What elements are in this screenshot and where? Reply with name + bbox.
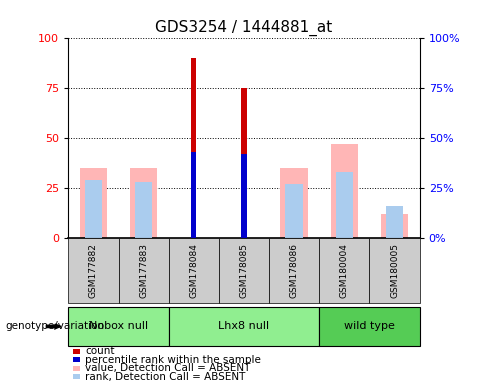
Text: GSM177883: GSM177883 bbox=[139, 243, 148, 298]
Bar bbox=[336, 172, 353, 238]
Text: GSM180004: GSM180004 bbox=[340, 243, 349, 298]
Bar bbox=[130, 168, 158, 238]
Text: value, Detection Call = ABSENT: value, Detection Call = ABSENT bbox=[85, 363, 250, 373]
Text: GSM178085: GSM178085 bbox=[240, 243, 248, 298]
Text: GSM180005: GSM180005 bbox=[390, 243, 399, 298]
Bar bbox=[191, 58, 196, 238]
Title: GDS3254 / 1444881_at: GDS3254 / 1444881_at bbox=[155, 20, 333, 36]
Text: GSM178086: GSM178086 bbox=[290, 243, 299, 298]
Bar bbox=[84, 180, 102, 238]
Bar bbox=[386, 206, 404, 238]
Bar bbox=[281, 168, 308, 238]
Text: Nobox null: Nobox null bbox=[89, 321, 148, 331]
Text: GSM178084: GSM178084 bbox=[189, 243, 198, 298]
Bar bbox=[191, 152, 196, 238]
Bar bbox=[285, 184, 303, 238]
Bar bbox=[135, 182, 152, 238]
Bar bbox=[242, 154, 246, 238]
Text: percentile rank within the sample: percentile rank within the sample bbox=[85, 355, 261, 365]
Bar bbox=[381, 214, 408, 238]
Text: rank, Detection Call = ABSENT: rank, Detection Call = ABSENT bbox=[85, 372, 245, 382]
Bar bbox=[242, 88, 246, 238]
Text: genotype/variation: genotype/variation bbox=[5, 321, 104, 331]
Bar bbox=[330, 144, 358, 238]
Text: count: count bbox=[85, 346, 114, 356]
Text: GSM177882: GSM177882 bbox=[89, 243, 98, 298]
Text: wild type: wild type bbox=[344, 321, 395, 331]
Text: Lhx8 null: Lhx8 null bbox=[219, 321, 269, 331]
Bar bbox=[80, 168, 107, 238]
